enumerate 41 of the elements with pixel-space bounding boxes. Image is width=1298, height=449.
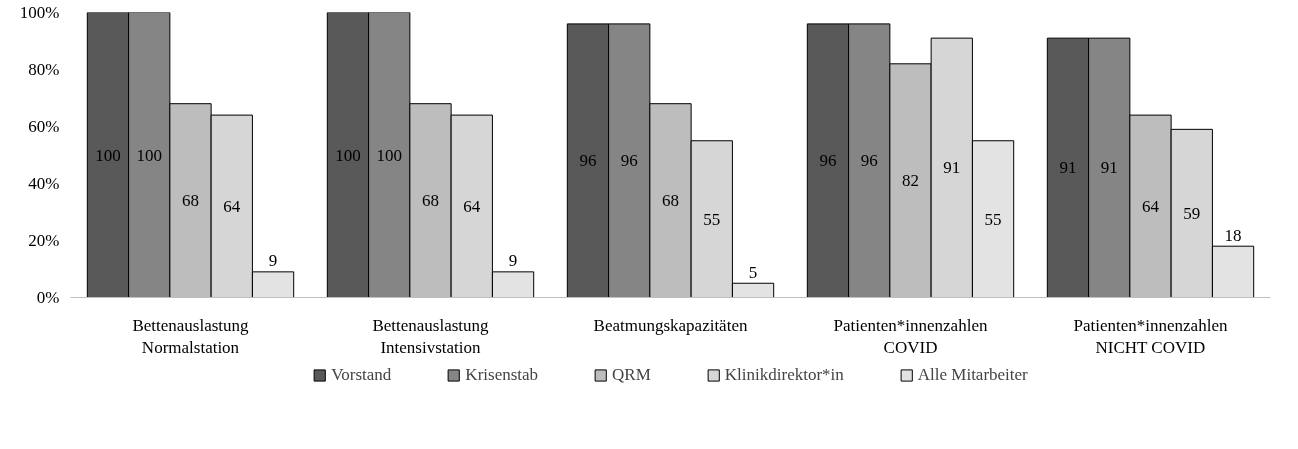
y-tick-label: 40%: [28, 174, 60, 193]
data-label: 91: [1059, 158, 1077, 178]
data-label: 5: [748, 262, 758, 282]
data-label: 9: [268, 251, 278, 271]
data-label: 59: [1183, 203, 1201, 223]
data-label: 68: [422, 191, 439, 211]
data-label: 91: [1100, 158, 1118, 178]
data-label: 55: [703, 209, 721, 229]
data-label: 68: [662, 191, 679, 211]
legend-label: QRM: [612, 365, 651, 385]
data-label: 82: [902, 171, 919, 191]
data-label: 64: [463, 196, 481, 216]
data-label: 91: [943, 158, 961, 178]
legend-label: Klinikdirektor*in: [724, 365, 844, 385]
data-label: 100: [335, 145, 361, 165]
x-tick-label: Patienten*innenzahlen COVID: [833, 315, 988, 358]
legend-label: Vorstand: [331, 365, 392, 385]
data-label: 18: [1224, 225, 1242, 245]
x-tick-label: Beatmungskapazitäten: [593, 315, 748, 335]
data-label: 96: [579, 151, 597, 171]
y-tick-label: 60%: [28, 117, 60, 136]
data-label: 68: [182, 191, 199, 211]
data-label: 55: [984, 209, 1002, 229]
y-tick-label: 0%: [36, 288, 60, 307]
x-tick-label: Bettenauslastung Intensivstation: [372, 315, 490, 358]
data-label: 64: [223, 196, 241, 216]
data-label: 64: [1142, 196, 1160, 216]
legend-label: Krisenstab: [465, 365, 539, 385]
data-label: 100: [376, 145, 402, 165]
data-label: 9: [508, 251, 518, 271]
data-label: 96: [860, 151, 878, 171]
data-label: 100: [95, 145, 121, 165]
data-label: 96: [819, 151, 837, 171]
legend-label: Alle Mitarbeiter: [917, 365, 1028, 385]
y-tick-label: 80%: [28, 60, 60, 79]
data-label: 100: [136, 145, 162, 165]
y-tick-label: 100%: [19, 3, 60, 22]
y-tick-label: 20%: [28, 231, 60, 250]
data-label: 96: [620, 151, 638, 171]
x-tick-label: Bettenauslastung Normalstation: [132, 315, 250, 358]
x-tick-label: Patienten*innenzahlen NICHT COVID: [1073, 315, 1228, 358]
